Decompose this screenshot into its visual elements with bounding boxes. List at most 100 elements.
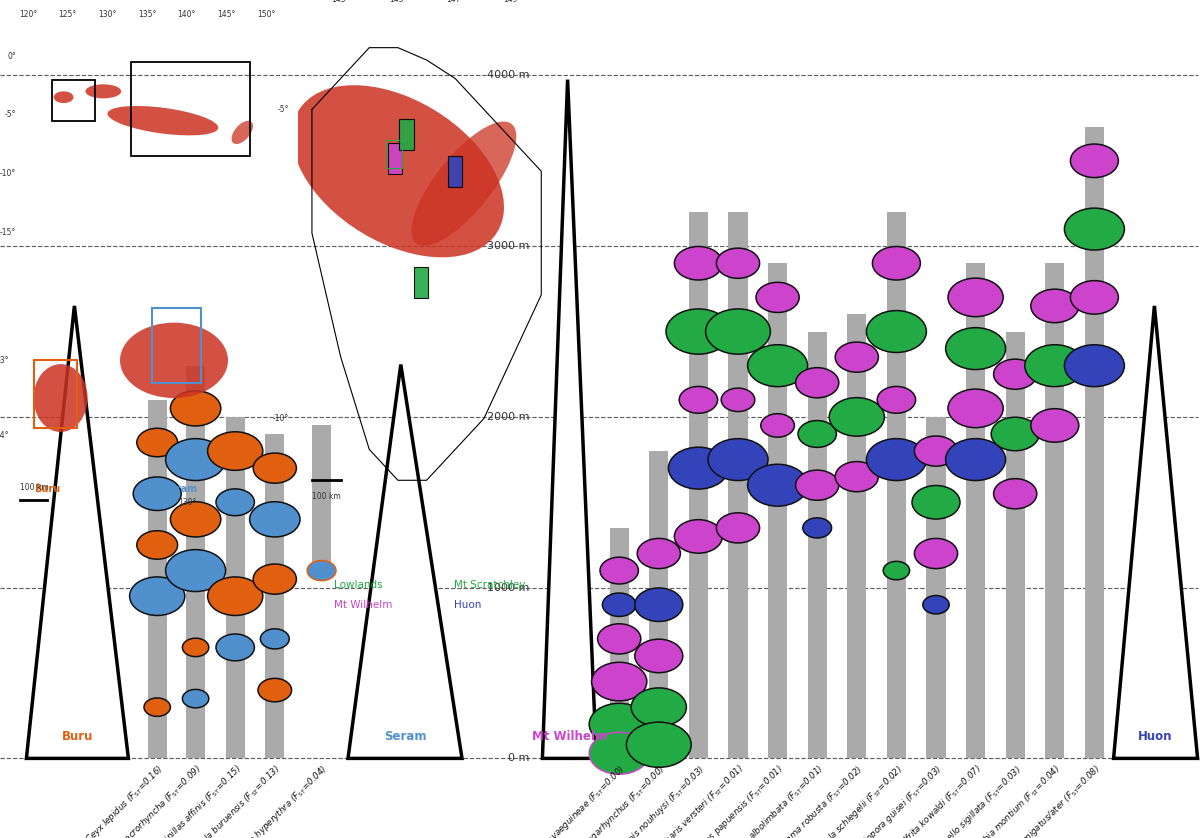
Bar xyxy=(1085,127,1104,758)
Circle shape xyxy=(803,518,832,538)
Ellipse shape xyxy=(108,106,218,136)
Circle shape xyxy=(796,368,839,398)
Circle shape xyxy=(798,421,836,447)
Text: 120°: 120° xyxy=(19,9,37,18)
Text: Origma robusta (F$_{\rm ST}$=0.02): Origma robusta (F$_{\rm ST}$=0.02) xyxy=(774,763,866,838)
Text: Melipotes fumigatus/ater (F$_{\rm ST}$=0.08): Melipotes fumigatus/ater (F$_{\rm ST}$=0… xyxy=(983,763,1104,838)
Circle shape xyxy=(144,698,170,716)
Ellipse shape xyxy=(85,85,121,98)
Circle shape xyxy=(208,432,263,470)
Circle shape xyxy=(835,342,878,372)
Text: -10°: -10° xyxy=(272,414,289,423)
Text: Huon: Huon xyxy=(1139,730,1172,743)
Text: Seram: Seram xyxy=(162,484,197,494)
Circle shape xyxy=(1025,344,1085,386)
Circle shape xyxy=(748,344,808,386)
Circle shape xyxy=(948,389,1003,427)
Circle shape xyxy=(666,309,731,354)
Ellipse shape xyxy=(120,323,228,398)
Text: 147°: 147° xyxy=(446,0,464,4)
Text: 143°: 143° xyxy=(331,0,349,4)
Text: 0°: 0° xyxy=(7,52,16,60)
Circle shape xyxy=(923,596,949,614)
Circle shape xyxy=(137,530,178,559)
Ellipse shape xyxy=(292,85,504,257)
Circle shape xyxy=(631,688,686,727)
Text: 4000 m: 4000 m xyxy=(487,70,529,80)
Text: Lowlands: Lowlands xyxy=(334,580,383,590)
Circle shape xyxy=(866,438,926,480)
Circle shape xyxy=(872,246,920,280)
Bar xyxy=(966,263,985,758)
Circle shape xyxy=(674,520,722,553)
Text: 130°: 130° xyxy=(98,9,116,18)
Bar xyxy=(808,332,827,758)
Text: -5°: -5° xyxy=(277,105,289,114)
Bar xyxy=(448,156,462,187)
Circle shape xyxy=(721,388,755,411)
Text: Thapsinillas affinis (F$_{\rm ST}$=0.15): Thapsinillas affinis (F$_{\rm ST}$=0.15) xyxy=(144,763,245,838)
Text: Peneothello sigillata (F$_{\rm ST}$=0.03): Peneothello sigillata (F$_{\rm ST}$=0.03… xyxy=(918,763,1025,838)
Circle shape xyxy=(708,438,768,480)
Bar xyxy=(226,416,245,758)
Circle shape xyxy=(706,309,770,354)
Text: Aethomyias papuensis (F$_{\rm ST}$=0.01): Aethomyias papuensis (F$_{\rm ST}$=0.01) xyxy=(673,763,787,838)
Bar xyxy=(52,80,95,121)
Text: Rhipidura albolimbata (F$_{\rm ST}$=0.01): Rhipidura albolimbata (F$_{\rm ST}$=0.01… xyxy=(714,763,827,838)
Text: Pachycephala schlegelii (F$_{\rm ST}$=0.02): Pachycephala schlegelii (F$_{\rm ST}$=0.… xyxy=(788,763,906,838)
Text: 2000 m: 2000 m xyxy=(487,412,529,422)
Text: 150°: 150° xyxy=(257,9,275,18)
Circle shape xyxy=(748,464,808,506)
Bar xyxy=(926,416,946,758)
Text: Seram: Seram xyxy=(384,730,426,743)
Bar xyxy=(186,365,205,758)
Text: 100 km: 100 km xyxy=(312,492,341,501)
Text: -5°: -5° xyxy=(5,111,16,119)
Bar xyxy=(1045,263,1064,758)
Circle shape xyxy=(1031,289,1079,323)
Circle shape xyxy=(635,588,683,622)
Text: Buru: Buru xyxy=(34,484,60,494)
Circle shape xyxy=(1064,344,1124,386)
Circle shape xyxy=(589,732,649,774)
Text: Ficedula hyperythra (F$_{\rm ST}$=0.04): Ficedula hyperythra (F$_{\rm ST}$=0.04) xyxy=(226,763,331,838)
Circle shape xyxy=(1064,208,1124,250)
Circle shape xyxy=(182,639,209,657)
Text: Melanocharis versteri (F$_{\rm ST}$=0.01): Melanocharis versteri (F$_{\rm ST}$=0.01… xyxy=(637,763,746,838)
Text: Ifrita kowaldi (F$_{\rm ST}$=0.07): Ifrita kowaldi (F$_{\rm ST}$=0.07) xyxy=(901,763,984,838)
Circle shape xyxy=(761,414,794,437)
Text: Ficedula buruensis (F$_{\rm ST}$=0.13): Ficedula buruensis (F$_{\rm ST}$=0.13) xyxy=(182,763,283,838)
Text: Toxorhamphus novaeguineae (F$_{\rm ST}$=0.00): Toxorhamphus novaeguineae (F$_{\rm ST}$=… xyxy=(493,763,629,838)
Text: -4°: -4° xyxy=(0,432,10,440)
Text: Ceyx lepidus (F$_{\rm ST}$=0.16): Ceyx lepidus (F$_{\rm ST}$=0.16) xyxy=(83,763,167,838)
Text: Ptilopora guisei (F$_{\rm ST}$=0.03): Ptilopora guisei (F$_{\rm ST}$=0.03) xyxy=(853,763,946,838)
Bar xyxy=(386,140,402,168)
Text: 135°: 135° xyxy=(138,9,156,18)
Circle shape xyxy=(1031,409,1079,442)
Circle shape xyxy=(592,662,647,701)
Circle shape xyxy=(1070,144,1118,178)
Circle shape xyxy=(866,311,926,353)
Bar xyxy=(689,212,708,758)
Circle shape xyxy=(679,386,718,413)
Text: 130°: 130° xyxy=(179,498,197,507)
Bar xyxy=(34,360,77,428)
Circle shape xyxy=(250,502,300,537)
Circle shape xyxy=(170,502,221,537)
Bar xyxy=(649,451,668,758)
Text: 149°: 149° xyxy=(504,0,522,4)
Polygon shape xyxy=(26,306,128,758)
Circle shape xyxy=(994,478,1037,509)
Bar xyxy=(414,267,428,298)
Circle shape xyxy=(635,639,683,673)
Text: 125°: 125° xyxy=(59,9,77,18)
Circle shape xyxy=(137,428,178,457)
Text: Meliestes megarhynchus (F$_{\rm ST}$=0.00): Meliestes megarhynchus (F$_{\rm ST}$=0.0… xyxy=(547,763,668,838)
Bar xyxy=(768,263,787,758)
Circle shape xyxy=(883,561,910,580)
Circle shape xyxy=(133,477,181,510)
Bar xyxy=(728,212,748,758)
Circle shape xyxy=(216,634,254,661)
Bar xyxy=(148,400,167,758)
Circle shape xyxy=(182,690,209,708)
